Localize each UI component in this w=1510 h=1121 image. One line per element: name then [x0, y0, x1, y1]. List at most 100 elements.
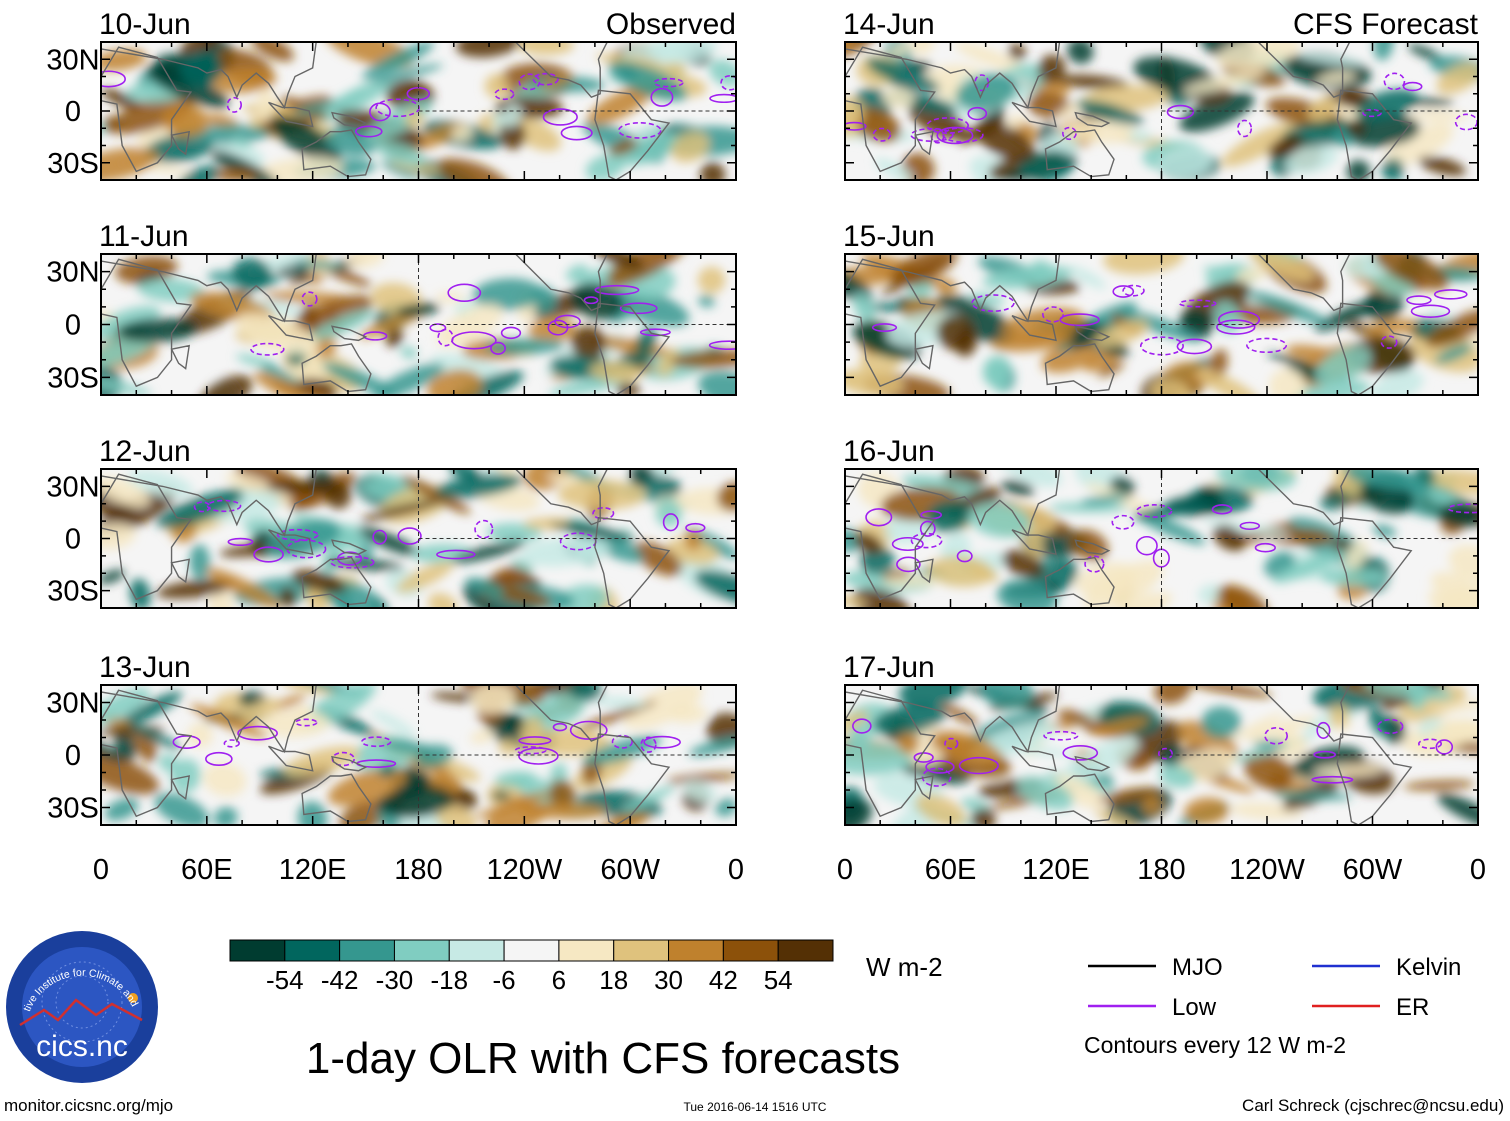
olr-anomaly: [1413, 719, 1478, 756]
low-contour: [1254, 542, 1276, 553]
olr-anomaly: [516, 42, 575, 56]
olr-anomaly: [859, 547, 895, 575]
coastline: [914, 775, 934, 801]
olr-anomaly: [498, 740, 520, 755]
olr-anomaly: [1133, 510, 1206, 545]
low-contour: [640, 736, 657, 753]
olr-anomaly: [622, 685, 703, 730]
olr-anomaly: [931, 730, 1002, 765]
logo-mountain-line: [19, 998, 143, 1027]
low-contour: [720, 74, 736, 91]
x-tick-label: 60W: [600, 854, 660, 886]
olr-anomaly: [137, 278, 205, 303]
olr-anomaly: [845, 711, 869, 736]
colorbar-swatch: [668, 939, 724, 962]
olr-anomaly: [883, 575, 941, 587]
coastline: [1044, 129, 1115, 178]
olr-anomaly: [270, 116, 341, 164]
coastline: [1011, 529, 1057, 556]
olr-anomaly: [361, 42, 435, 80]
olr-anomaly: [310, 309, 375, 341]
low-contour: [708, 340, 736, 351]
olr-anomaly: [587, 85, 653, 125]
low-contour: [1216, 319, 1256, 335]
panel-source-header: CFS Forecast: [1293, 8, 1479, 41]
olr-anomaly: [1407, 98, 1454, 107]
low-contour: [643, 735, 681, 749]
low-contour: [490, 341, 506, 355]
coastline: [268, 315, 314, 342]
low-contour: [1246, 337, 1288, 354]
olr-anomaly: [1133, 499, 1216, 520]
low-contour: [436, 549, 476, 560]
low-contour: [1178, 299, 1217, 308]
olr-anomaly: [430, 692, 484, 703]
colorbar-tick-label: 42: [709, 965, 738, 995]
olr-anomaly: [852, 587, 911, 608]
olr-anomaly: [1313, 764, 1384, 777]
olr-anomaly: [1093, 319, 1149, 348]
olr-anomaly: [568, 685, 603, 702]
colorbar-tick-label: -42: [321, 965, 359, 995]
olr-anomaly: [1307, 97, 1338, 122]
olr-anomaly: [115, 691, 183, 730]
coastline: [845, 258, 936, 388]
olr-anomaly: [1001, 479, 1035, 496]
olr-anomaly: [528, 317, 576, 342]
low-contour: [286, 539, 327, 559]
low-contour: [1316, 721, 1331, 739]
olr-anomaly: [670, 349, 736, 369]
x-tick-label: 120W: [486, 854, 562, 886]
olr-anomaly: [1201, 706, 1242, 739]
olr-anomaly: [1448, 544, 1478, 583]
low-contour: [617, 122, 662, 139]
olr-anomaly: [882, 87, 914, 109]
olr-anomaly: [985, 359, 1008, 393]
olr-anomaly: [592, 696, 648, 708]
low-contours: [852, 718, 1454, 787]
coastline: [1257, 42, 1351, 99]
olr-anomaly: [434, 473, 522, 499]
low-contour: [1418, 738, 1443, 750]
low-contour: [532, 72, 559, 86]
olr-anomaly: [101, 376, 152, 395]
olr-anomaly: [1285, 144, 1338, 175]
footer-timestamp: Tue 2016-06-14 1516 UTC: [684, 1100, 827, 1114]
y-tick-label: 30S: [47, 576, 99, 608]
footer-website[interactable]: monitor.cicsnc.org/mjo: [4, 1096, 173, 1115]
low-contour: [1135, 535, 1158, 556]
olr-anomaly: [670, 131, 710, 163]
olr-anomaly: [955, 73, 1018, 110]
olr-anomaly: [1297, 53, 1365, 66]
olr-anomaly: [1272, 790, 1353, 801]
olr-anomaly: [709, 59, 736, 87]
colorbar-tick-label: 6: [552, 965, 566, 995]
olr-anomaly: [953, 328, 978, 357]
olr-anomaly: [688, 736, 736, 757]
olr-anomaly: [574, 700, 657, 732]
low-contour: [871, 323, 898, 332]
olr-anomaly: [213, 806, 238, 825]
coastline: [268, 745, 314, 772]
coastline: [331, 539, 368, 555]
olr-anomaly: [968, 562, 999, 582]
low-contour: [206, 499, 242, 513]
olr-anomaly: [557, 479, 646, 510]
olr-anomaly: [915, 793, 966, 825]
olr-anomaly: [101, 739, 125, 762]
olr-anomaly: [1179, 92, 1255, 132]
low-contour: [1042, 306, 1065, 323]
olr-anomaly: [385, 326, 403, 348]
panel-date-label: 17-Jun: [843, 651, 935, 684]
olr-anomaly: [129, 578, 151, 608]
colorbar-unit-label: W m-2: [866, 952, 943, 982]
low-contour: [1217, 310, 1261, 329]
coastline: [1044, 556, 1115, 606]
olr-anomaly: [666, 772, 736, 784]
olr-anomaly: [1430, 571, 1472, 596]
olr-anomaly: [556, 584, 609, 608]
low-contour: [330, 555, 375, 569]
olr-anomaly: [360, 499, 444, 522]
low-contour: [639, 328, 671, 337]
coastline: [1257, 685, 1351, 742]
